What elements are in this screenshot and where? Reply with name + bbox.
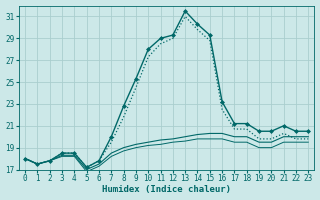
X-axis label: Humidex (Indice chaleur): Humidex (Indice chaleur) xyxy=(102,185,231,194)
